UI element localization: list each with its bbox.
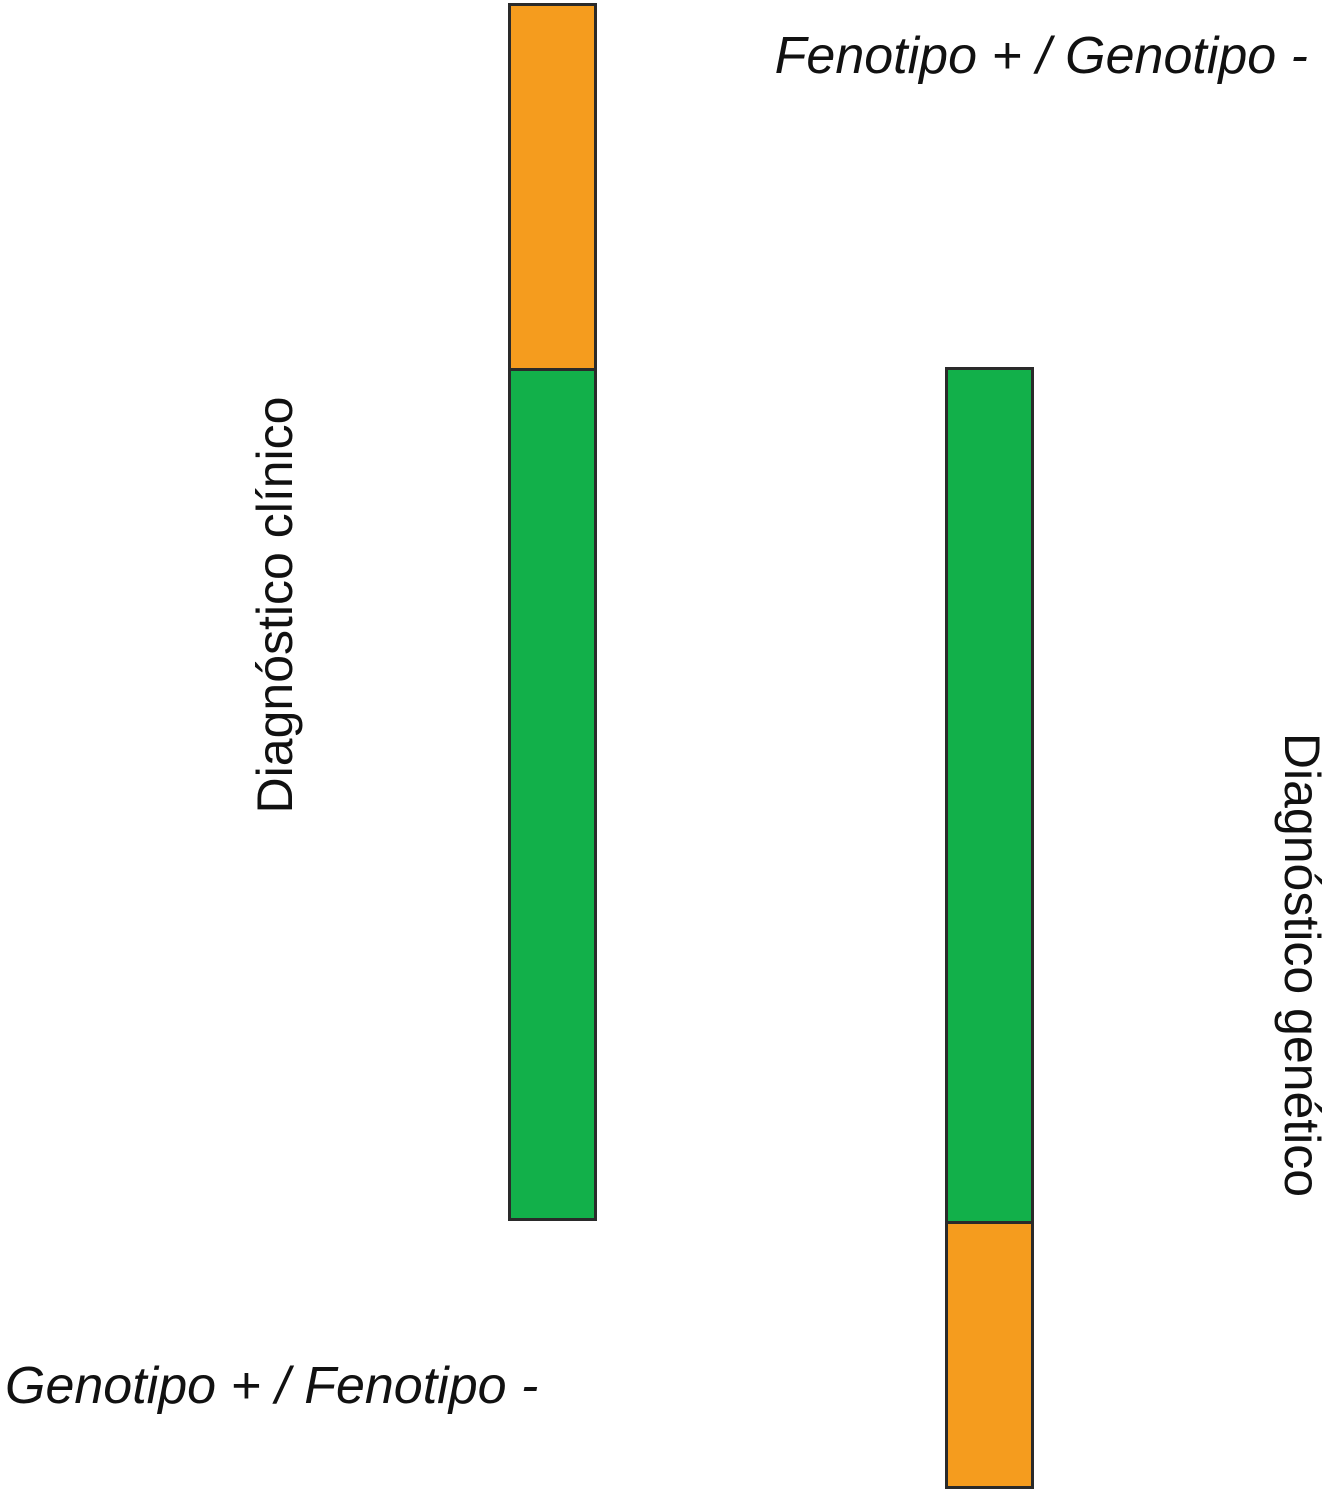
genotype-positive-phenotype-negative-label: Genotipo + / Fenotipo - xyxy=(5,1357,539,1415)
genetic-diagnosis-bar xyxy=(945,367,1034,1489)
genetic-diagnosis-label: Diagnóstico genético xyxy=(1274,732,1328,1198)
clinical-diagnosis-label: Diagnóstico clínico xyxy=(247,396,303,814)
genetic-orange-segment xyxy=(948,1221,1031,1486)
genetic-green-segment xyxy=(948,370,1031,1224)
clinical-green-segment xyxy=(511,368,594,1218)
phenotype-positive-genotype-negative-label: Fenotipo + / Genotipo - xyxy=(774,27,1308,85)
clinical-diagnosis-bar xyxy=(508,3,597,1221)
clinical-orange-segment xyxy=(511,6,594,371)
